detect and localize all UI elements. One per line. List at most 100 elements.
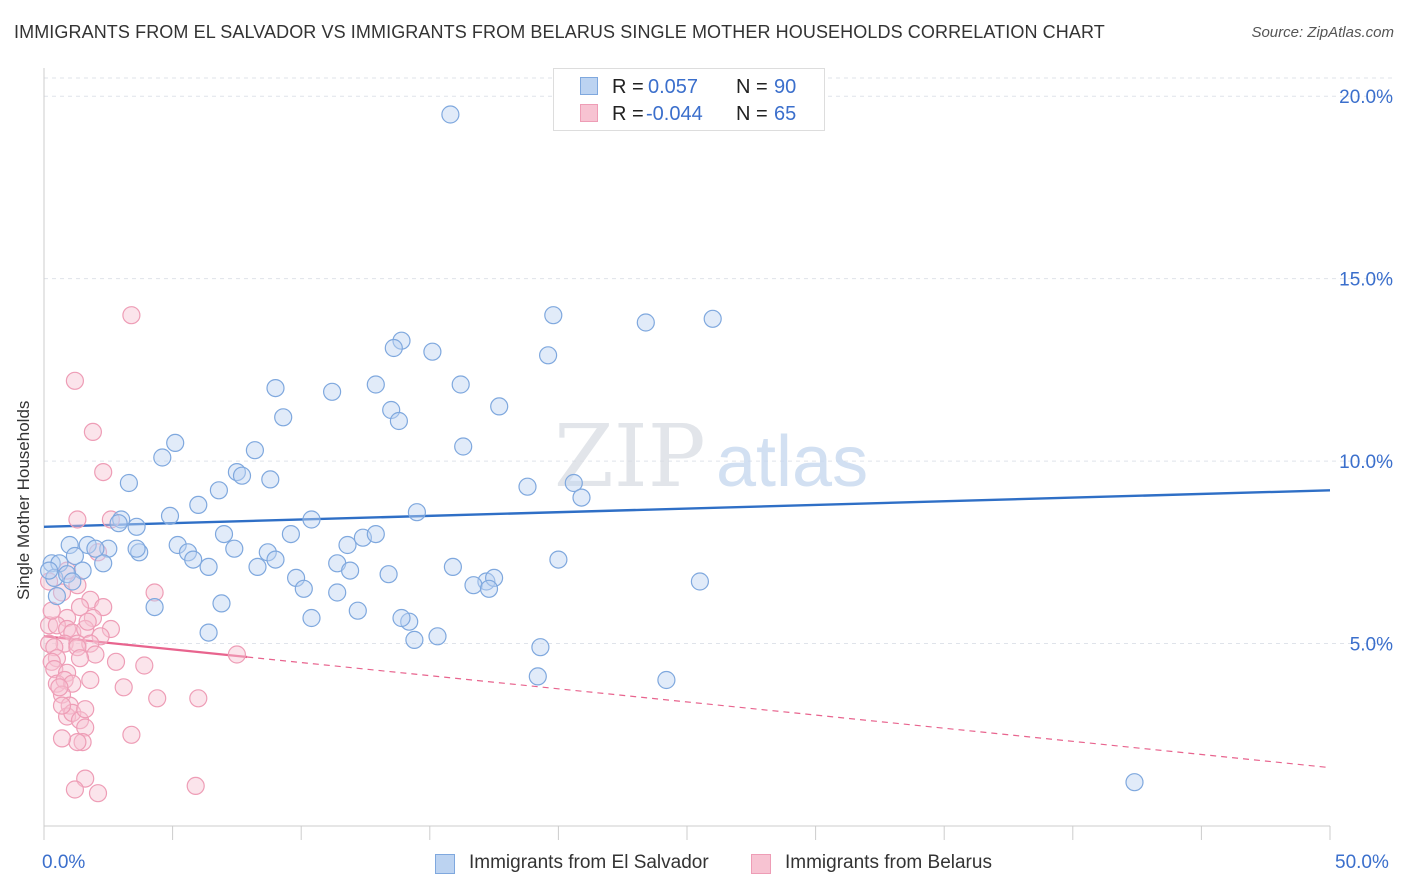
point-el-salvador bbox=[127, 517, 146, 536]
point-el-salvador bbox=[261, 470, 280, 489]
legend-n-label: N = bbox=[736, 103, 768, 125]
point-el-salvador bbox=[199, 623, 218, 642]
point-el-salvador bbox=[379, 565, 398, 584]
point-belarus bbox=[94, 463, 113, 482]
y-tick-label: 5.0% bbox=[1350, 635, 1393, 656]
legend-r-value: 0.057 bbox=[648, 76, 699, 98]
point-belarus bbox=[45, 638, 64, 657]
point-el-salvador bbox=[245, 441, 264, 460]
point-belarus bbox=[50, 678, 69, 697]
point-el-salvador bbox=[657, 670, 676, 690]
point-el-salvador bbox=[531, 638, 550, 657]
point-el-salvador bbox=[464, 576, 483, 595]
point-belarus bbox=[78, 612, 97, 631]
point-belarus bbox=[60, 696, 79, 715]
point-el-salvador bbox=[1125, 773, 1144, 792]
point-belarus bbox=[189, 689, 208, 708]
point-belarus bbox=[145, 583, 164, 602]
point-el-salvador bbox=[39, 561, 59, 580]
point-el-salvador bbox=[549, 550, 568, 569]
point-el-salvador bbox=[109, 514, 128, 533]
point-el-salvador bbox=[266, 379, 285, 398]
point-belarus bbox=[122, 725, 141, 744]
point-belarus bbox=[114, 678, 133, 697]
point-belarus bbox=[76, 718, 95, 737]
trend-el-salvador bbox=[43, 489, 1331, 528]
point-belarus bbox=[52, 696, 72, 715]
point-belarus bbox=[65, 371, 85, 390]
point-el-salvador bbox=[423, 342, 442, 361]
points-belarus bbox=[39, 306, 246, 803]
point-el-salvador bbox=[294, 579, 313, 598]
point-el-salvador bbox=[60, 535, 79, 555]
point-el-salvador bbox=[564, 473, 583, 493]
point-belarus bbox=[52, 729, 72, 748]
point-el-salvador bbox=[225, 539, 244, 558]
point-belarus bbox=[186, 776, 205, 796]
chart-title: IMMIGRANTS FROM EL SALVADOR VS IMMIGRANT… bbox=[14, 22, 1105, 42]
point-el-salvador bbox=[366, 375, 385, 394]
legend-swatch-belarus bbox=[580, 104, 598, 122]
point-el-salvador bbox=[153, 448, 172, 467]
point-belarus bbox=[91, 627, 110, 646]
point-el-salvador bbox=[63, 572, 82, 591]
y-tick-label: 20.0% bbox=[1339, 87, 1393, 108]
point-el-salvador bbox=[405, 630, 424, 650]
point-belarus bbox=[42, 652, 61, 671]
point-el-salvador bbox=[392, 608, 411, 628]
point-el-salvador bbox=[389, 411, 408, 431]
point-belarus bbox=[86, 645, 105, 664]
bottom-legend-label-belarus: Immigrants from Belarus bbox=[785, 852, 992, 873]
point-el-salvador bbox=[366, 524, 385, 544]
watermark-atlas: atlas bbox=[716, 422, 868, 502]
point-el-salvador bbox=[518, 477, 537, 496]
point-el-salvador bbox=[407, 503, 426, 522]
point-el-salvador bbox=[145, 597, 164, 617]
point-belarus bbox=[81, 670, 100, 690]
point-el-salvador bbox=[119, 473, 138, 493]
point-el-salvador bbox=[392, 331, 411, 350]
point-el-salvador bbox=[490, 397, 509, 416]
point-el-salvador bbox=[47, 586, 67, 606]
points-el-salvador bbox=[39, 105, 1144, 792]
point-el-salvador bbox=[479, 579, 499, 598]
bottom-legend-label-el-salvador: Immigrants from El Salvador bbox=[469, 852, 709, 873]
watermark-zip: ZIP bbox=[554, 407, 706, 507]
point-el-salvador bbox=[42, 554, 61, 573]
point-el-salvador bbox=[86, 539, 105, 558]
bottom-legend-swatch-belarus bbox=[751, 854, 771, 874]
source-credit: Source: ZipAtlas.com bbox=[1251, 24, 1394, 41]
point-el-salvador bbox=[428, 627, 447, 646]
point-el-salvador bbox=[451, 375, 470, 394]
point-belarus bbox=[148, 689, 167, 708]
axes bbox=[43, 68, 1331, 840]
point-belarus bbox=[68, 638, 87, 657]
point-el-salvador bbox=[160, 506, 180, 526]
point-el-salvador bbox=[323, 382, 342, 401]
point-el-salvador bbox=[348, 601, 367, 620]
y-axis-label: Single Mother Households bbox=[14, 400, 33, 600]
point-el-salvador bbox=[538, 346, 558, 365]
point-el-salvador bbox=[302, 608, 321, 628]
point-belarus bbox=[70, 597, 90, 617]
point-el-salvador bbox=[189, 495, 208, 514]
x-tick-min: 0.0% bbox=[42, 852, 86, 873]
y-tick-label: 15.0% bbox=[1339, 270, 1393, 291]
stats-legend: R = 0.057 N = 90 R = -0.044 N = 65 bbox=[553, 68, 825, 131]
point-el-salvador bbox=[528, 667, 547, 686]
point-el-salvador bbox=[454, 437, 473, 456]
point-belarus bbox=[88, 784, 108, 803]
point-belarus bbox=[70, 649, 90, 668]
point-el-salvador bbox=[274, 408, 293, 427]
point-el-salvador bbox=[184, 550, 203, 569]
point-el-salvador bbox=[199, 557, 218, 577]
watermark: ZIP atlas bbox=[554, 407, 868, 507]
legend-n-value: 90 bbox=[774, 76, 797, 98]
point-el-salvador bbox=[703, 309, 722, 328]
trend-line-solid bbox=[43, 489, 1331, 528]
point-el-salvador bbox=[485, 568, 504, 588]
point-el-salvador bbox=[209, 481, 228, 500]
legend-swatch-el-salvador bbox=[580, 77, 598, 95]
point-el-salvador bbox=[690, 572, 710, 591]
